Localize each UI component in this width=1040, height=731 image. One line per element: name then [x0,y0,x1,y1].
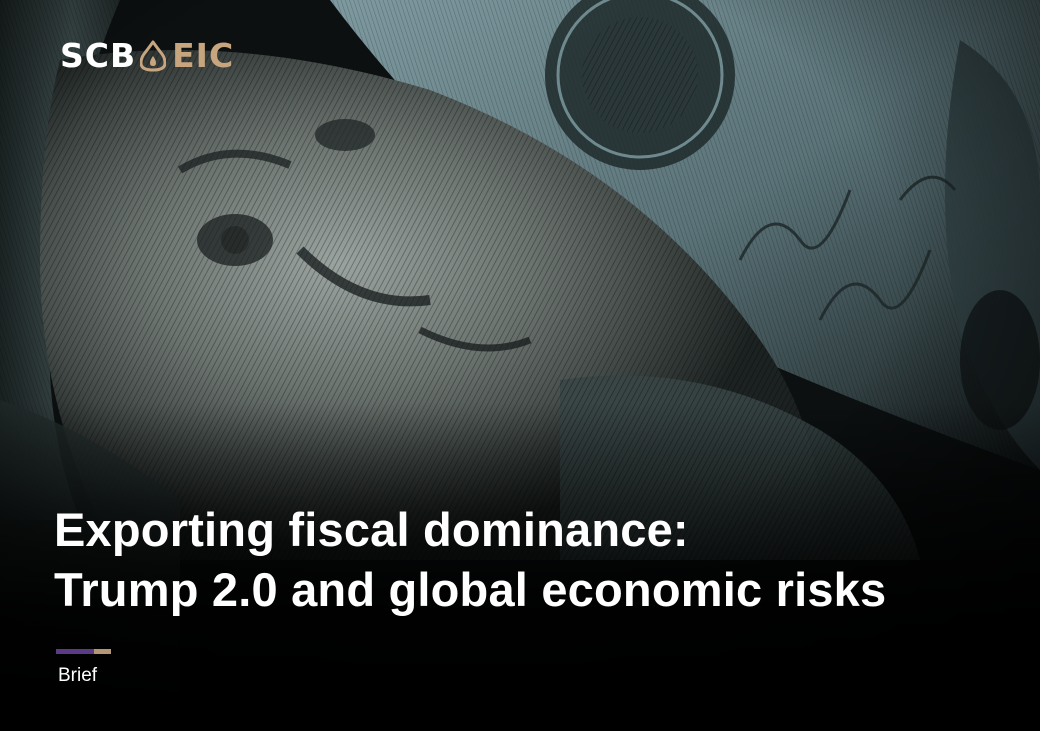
accent-divider-tan [94,649,111,654]
accent-divider-purple [56,649,94,654]
report-category-label: Brief [58,665,98,686]
logo-scb-text: SCB [60,36,137,75]
scb-bell-mark-icon [140,40,167,72]
report-title-line-2: Trump 2.0 and global economic risks [54,563,887,616]
report-title-line-1: Exporting fiscal dominance: [54,503,689,556]
scb-eic-logo: SCB EIC [60,36,234,76]
accent-divider [56,649,111,654]
report-title: Exporting fiscal dominance: Trump 2.0 an… [54,500,1014,620]
logo-eic-text: EIC [172,36,235,75]
